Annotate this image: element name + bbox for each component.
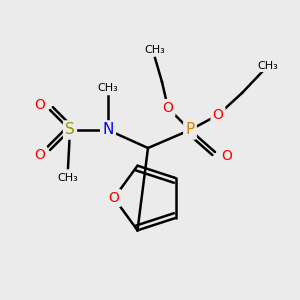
Text: CH₃: CH₃ [145,45,165,55]
Text: O: O [222,149,232,163]
Text: O: O [213,108,224,122]
Text: O: O [34,98,45,112]
Text: S: S [65,122,75,137]
Text: CH₃: CH₃ [258,61,278,71]
Text: O: O [109,191,119,205]
Text: CH₃: CH₃ [98,83,118,93]
Text: P: P [185,122,195,137]
Text: N: N [102,122,114,137]
Text: CH₃: CH₃ [58,173,78,183]
Text: O: O [34,148,45,162]
Text: O: O [163,101,173,115]
